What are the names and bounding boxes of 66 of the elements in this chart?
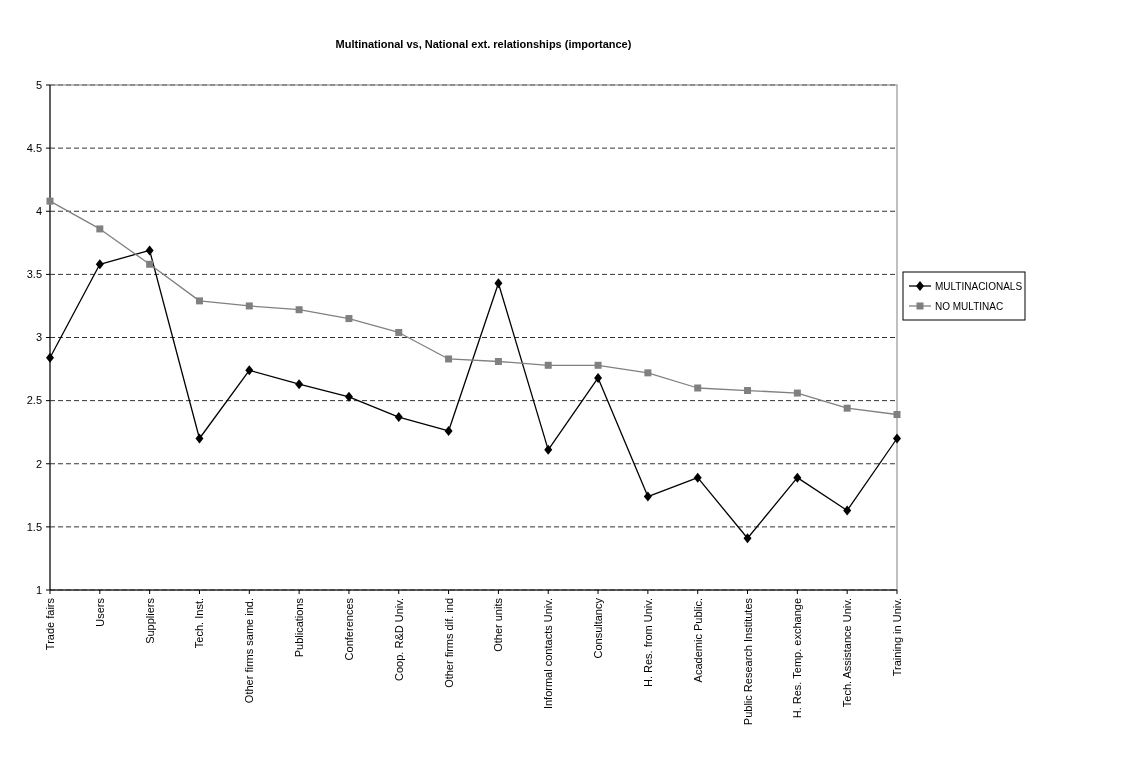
x-tick-label: Academic Public.	[691, 598, 704, 683]
y-tick-label: 3.5	[26, 268, 42, 281]
y-tick-label: 3	[35, 331, 42, 344]
x-tick-label: Informal contacts Univ.	[542, 598, 555, 710]
point	[245, 302, 253, 310]
point	[445, 355, 453, 363]
point	[95, 259, 104, 270]
x-tick-label: Training in Univ.	[891, 598, 903, 677]
chart-title: Multinational vs, National ext. relationships (importance)	[335, 38, 632, 50]
point	[793, 389, 801, 397]
x-tick-label: Conferences	[342, 597, 355, 661]
x-tick-label: H. Res. Temp. exchange	[791, 598, 804, 719]
x-tick-label: Other firms dif. ind	[442, 598, 455, 688]
y-tick-label: 2	[35, 457, 42, 470]
point	[893, 411, 901, 419]
x-tick-label: Tech. Inst.	[193, 598, 206, 649]
point	[295, 306, 303, 314]
y-tick-label: 5	[35, 78, 42, 91]
x-tick-label: Coop. R&D Univ.	[392, 598, 405, 681]
point	[743, 533, 752, 544]
point	[643, 491, 652, 502]
x-tick-label: H. Res. from Univ.	[641, 598, 654, 688]
point	[594, 361, 602, 369]
point	[594, 372, 603, 383]
point	[694, 384, 702, 392]
x-tick-label: Trade fairs	[44, 597, 56, 651]
x-tick-label: Tech. Assistance Univ.	[841, 598, 854, 708]
point	[494, 357, 502, 365]
legend-label: MULTINACIONALS	[935, 280, 1023, 292]
point	[693, 472, 702, 483]
x-tick-label: Consultancy	[592, 597, 605, 659]
point	[46, 352, 54, 363]
point	[444, 425, 453, 436]
point	[245, 365, 254, 376]
point	[195, 433, 204, 444]
x-tick-label: Other units	[492, 597, 505, 652]
point	[494, 278, 503, 289]
y-tick-label: 2.5	[26, 394, 42, 407]
point	[145, 245, 154, 256]
point	[46, 197, 54, 205]
point	[843, 505, 852, 516]
point	[644, 369, 652, 377]
x-tick-label: Public Research Institutes	[741, 597, 754, 726]
point	[344, 391, 353, 402]
x-tick-label: Other firms same ind.	[243, 598, 256, 704]
point	[744, 387, 752, 395]
point	[146, 260, 154, 268]
x-tick-label: Publications	[293, 597, 306, 658]
point	[395, 328, 403, 336]
point	[544, 444, 553, 455]
point	[345, 315, 353, 323]
legend-label: NO MULTINAC	[935, 300, 1004, 312]
x-tick-label: Users	[93, 597, 106, 627]
y-tick-label: 1.5	[26, 520, 42, 533]
point	[394, 412, 403, 423]
x-tick-label: Suppliers	[143, 597, 156, 644]
y-tick-label: 1	[35, 583, 42, 596]
point	[544, 361, 552, 369]
point	[195, 297, 203, 305]
point	[96, 225, 104, 233]
y-tick-label: 4.5	[26, 141, 42, 154]
point	[295, 379, 304, 390]
point	[793, 472, 802, 483]
y-tick-label: 4	[35, 205, 42, 218]
point	[893, 433, 901, 444]
point	[843, 404, 851, 412]
